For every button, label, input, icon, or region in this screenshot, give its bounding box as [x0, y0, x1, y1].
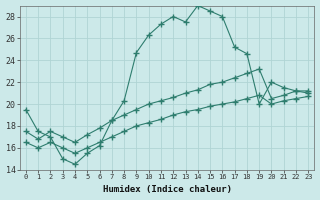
X-axis label: Humidex (Indice chaleur): Humidex (Indice chaleur) [103, 185, 232, 194]
